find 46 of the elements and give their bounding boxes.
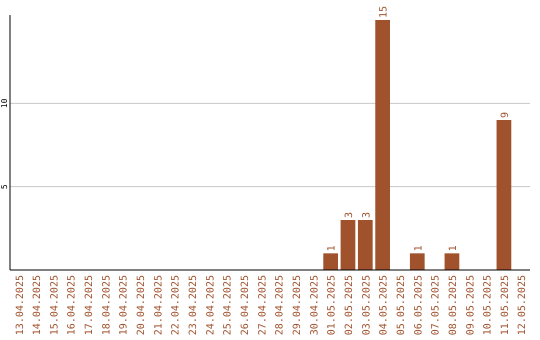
bar xyxy=(375,20,390,270)
data-label: 9 xyxy=(500,112,511,118)
x-tick-label: 19.04.2025 xyxy=(118,275,130,336)
x-tick-label: 30.04.2025 xyxy=(309,275,320,336)
x-tick-label: 08.05.2025 xyxy=(448,275,459,336)
data-label: 3 xyxy=(344,212,355,218)
x-tick-label: 21.04.2025 xyxy=(153,275,164,336)
x-tick-label: 16.04.2025 xyxy=(66,275,78,336)
x-tick-label: 09.05.2025 xyxy=(465,275,476,336)
x-tick-label: 25.04.2025 xyxy=(222,275,234,336)
data-label: 15 xyxy=(378,6,390,18)
data-label: 1 xyxy=(326,245,338,252)
x-tick-label: 22.04.2025 xyxy=(170,275,182,336)
x-tick-label: 13.04.2025 xyxy=(14,275,26,336)
x-tick-label: 20.04.2025 xyxy=(136,275,148,336)
x-tick-label: 14.04.2025 xyxy=(32,275,44,336)
bar xyxy=(444,253,460,270)
x-tick-label: 23.04.2025 xyxy=(188,275,200,336)
x-tick-label: 11.05.2025 xyxy=(500,275,511,336)
bar xyxy=(496,120,512,270)
data-label: 3 xyxy=(361,212,372,218)
x-tick-label: 15.04.2025 xyxy=(49,275,60,336)
x-tick-label: 06.05.2025 xyxy=(413,275,424,336)
x-tick-label: 10.05.2025 xyxy=(482,275,494,336)
x-tick-label: 07.05.2025 xyxy=(430,275,442,336)
bar xyxy=(410,253,425,270)
x-tick-label: 12.05.2025 xyxy=(517,275,528,336)
x-tick-label: 01.05.2025 xyxy=(326,275,338,336)
x-tick-label: 18.04.2025 xyxy=(101,275,112,336)
data-label: 1 xyxy=(413,245,424,252)
x-tick-label: 26.04.2025 xyxy=(240,275,252,336)
x-tick-label: 02.05.2025 xyxy=(344,275,355,336)
bar xyxy=(340,220,356,270)
data-label: 1 xyxy=(448,245,459,252)
x-tick-label: 29.04.2025 xyxy=(292,275,303,336)
x-tick-label: 27.04.2025 xyxy=(257,275,268,336)
x-tick-label: 28.04.2025 xyxy=(274,275,286,336)
x-tick-label: 05.05.2025 xyxy=(396,275,407,336)
x-tick-label: 03.05.2025 xyxy=(361,275,372,336)
y-tick-label: 10 xyxy=(0,98,9,108)
x-tick-label: 04.05.2025 xyxy=(378,275,390,336)
x-tick-label: 24.04.2025 xyxy=(205,275,216,336)
bar xyxy=(323,253,338,270)
y-tick-label: 5 xyxy=(0,184,9,190)
x-tick-label: 17.04.2025 xyxy=(84,275,96,336)
bar xyxy=(358,220,373,270)
